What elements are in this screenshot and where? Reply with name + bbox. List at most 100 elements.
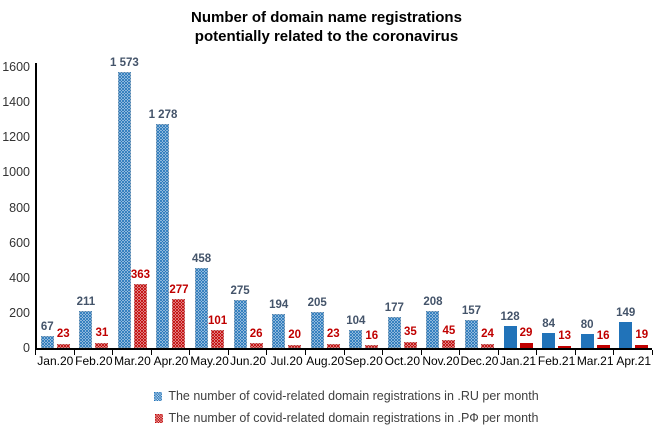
x-axis-tick: [382, 350, 383, 355]
month-group: 177 35: [383, 67, 422, 348]
bar-label-rf: 24: [481, 328, 494, 341]
bar-rf: [95, 342, 109, 348]
bar-label-rf: 19: [635, 329, 649, 342]
bar-rf: [172, 299, 186, 348]
bar-label-ru: 80: [580, 318, 594, 331]
bar-label-ru: 177: [384, 301, 404, 314]
x-axis-tick: [228, 350, 229, 355]
bar-label-rf: 26: [249, 327, 263, 340]
bar-ru: [310, 312, 324, 348]
legend-marker-ru-icon: [154, 391, 163, 401]
bar-label-ru: 208: [423, 296, 443, 309]
bar-rf: [635, 344, 649, 348]
month-group: 194 20: [267, 67, 306, 348]
bar-label-ru: 84: [542, 318, 555, 331]
bar-label-rf: 23: [56, 328, 70, 341]
y-axis-line: [35, 63, 37, 349]
y-axis-tick-label: 1600: [2, 60, 30, 74]
bar-label-ru: 205: [307, 297, 327, 309]
x-axis-label: Feb.21: [537, 354, 576, 368]
x-axis-tick: [498, 350, 499, 355]
x-axis-tick: [421, 350, 422, 355]
x-axis-label: Nov.20: [422, 354, 460, 368]
month-group: 80 16: [576, 67, 615, 348]
bar-ru: [156, 123, 170, 348]
bar-label-rf: 23: [326, 328, 340, 341]
x-axis-label: Aug.20: [306, 354, 345, 368]
bar-ru: [580, 333, 594, 348]
bar-groups: 67 23 211 31 1 573 363 1 278 277 458 101 275 26 194 2…: [36, 57, 653, 348]
bar-label-ru: 104: [346, 314, 366, 327]
x-axis-tick: [536, 350, 537, 355]
legend-marker-rf-icon: [154, 413, 163, 423]
x-axis-label: Jun.20: [230, 354, 267, 368]
legend: The number of covid-related domain regis…: [0, 389, 653, 425]
y-axis-tick-label: 800: [9, 200, 30, 215]
month-group: 67 23: [36, 67, 75, 348]
month-group: 104 16: [345, 67, 384, 348]
bar-ru: [272, 313, 286, 348]
month-group: 149 19: [614, 67, 653, 348]
bar-ru: [426, 311, 440, 348]
bar-rf: [596, 345, 610, 348]
bar-label-rf: 45: [442, 324, 456, 337]
x-axis-tick: [35, 350, 36, 355]
bar-rf: [56, 343, 70, 348]
legend-item-ru: The number of covid-related domain regis…: [154, 389, 539, 403]
bar-label-ru: 1 573: [110, 56, 139, 69]
bar-ru: [117, 71, 131, 348]
y-axis-tick-label: 1000: [2, 165, 30, 180]
bar-ru: [349, 329, 363, 348]
x-axis-label: Mar.21: [576, 354, 614, 368]
bar-label-ru: 149: [616, 306, 636, 319]
x-axis-label: Sep.20: [344, 354, 383, 368]
bar-ru: [233, 299, 247, 348]
legend-item-rf: The number of covid-related domain regis…: [154, 411, 539, 425]
bar-rf: [211, 330, 225, 348]
bar-rf: [442, 340, 456, 348]
legend-label-ru: The number of covid-related domain regis…: [168, 389, 539, 403]
chart-title-line2: potentially related to the coronavirus: [194, 28, 459, 45]
legend-label-rf: The number of covid-related domain regis…: [168, 411, 539, 425]
x-axis-label: Jan.21: [500, 354, 537, 368]
x-axis-tick: [305, 350, 306, 355]
month-group: 1 573 363: [110, 57, 152, 348]
bar-rf: [326, 343, 340, 348]
x-axis-tick: [575, 350, 576, 355]
bar-label-ru: 211: [76, 295, 96, 308]
bar-label-rf: 363: [130, 268, 150, 281]
month-group: 84 13: [537, 67, 576, 348]
x-axis-label: Jul.20: [270, 354, 303, 368]
y-axis-tick-label: 1200: [2, 130, 30, 145]
y-axis-tick-label: 600: [9, 235, 30, 250]
x-axis-tick: [613, 350, 614, 355]
x-axis-line: [35, 348, 652, 350]
bar-label-ru: 128: [500, 310, 520, 323]
bar-ru: [195, 267, 209, 348]
bar-label-rf: 29: [519, 327, 533, 340]
bar-ru: [387, 316, 401, 348]
bar-rf: [519, 342, 533, 348]
x-axis-label: Dec.20: [460, 354, 499, 368]
y-axis-tick-label: 400: [9, 270, 30, 285]
bar-label-ru: 1 278: [148, 108, 178, 121]
month-group: 208 45: [422, 67, 461, 348]
bar-rf: [133, 284, 147, 348]
month-group: 211 31: [75, 67, 114, 348]
bar-label-rf: 13: [558, 330, 571, 343]
month-group: 157 24: [460, 67, 499, 348]
bar-rf: [403, 341, 417, 348]
bar-ru: [503, 325, 517, 348]
y-axis-tick-label: 1400: [2, 95, 30, 110]
x-axis-tick: [266, 350, 267, 355]
bar-label-rf: 16: [596, 329, 610, 342]
bar-label-ru: 67: [40, 321, 54, 334]
bar-label-ru: 157: [461, 305, 482, 318]
x-axis-label: Apr.20: [153, 354, 189, 368]
x-axis-label: Jan.20: [37, 354, 74, 368]
bar-label-rf: 101: [207, 314, 228, 327]
bar-ru: [464, 320, 478, 348]
bar-label-ru: 458: [191, 252, 212, 265]
month-group: 275 26: [229, 67, 268, 348]
